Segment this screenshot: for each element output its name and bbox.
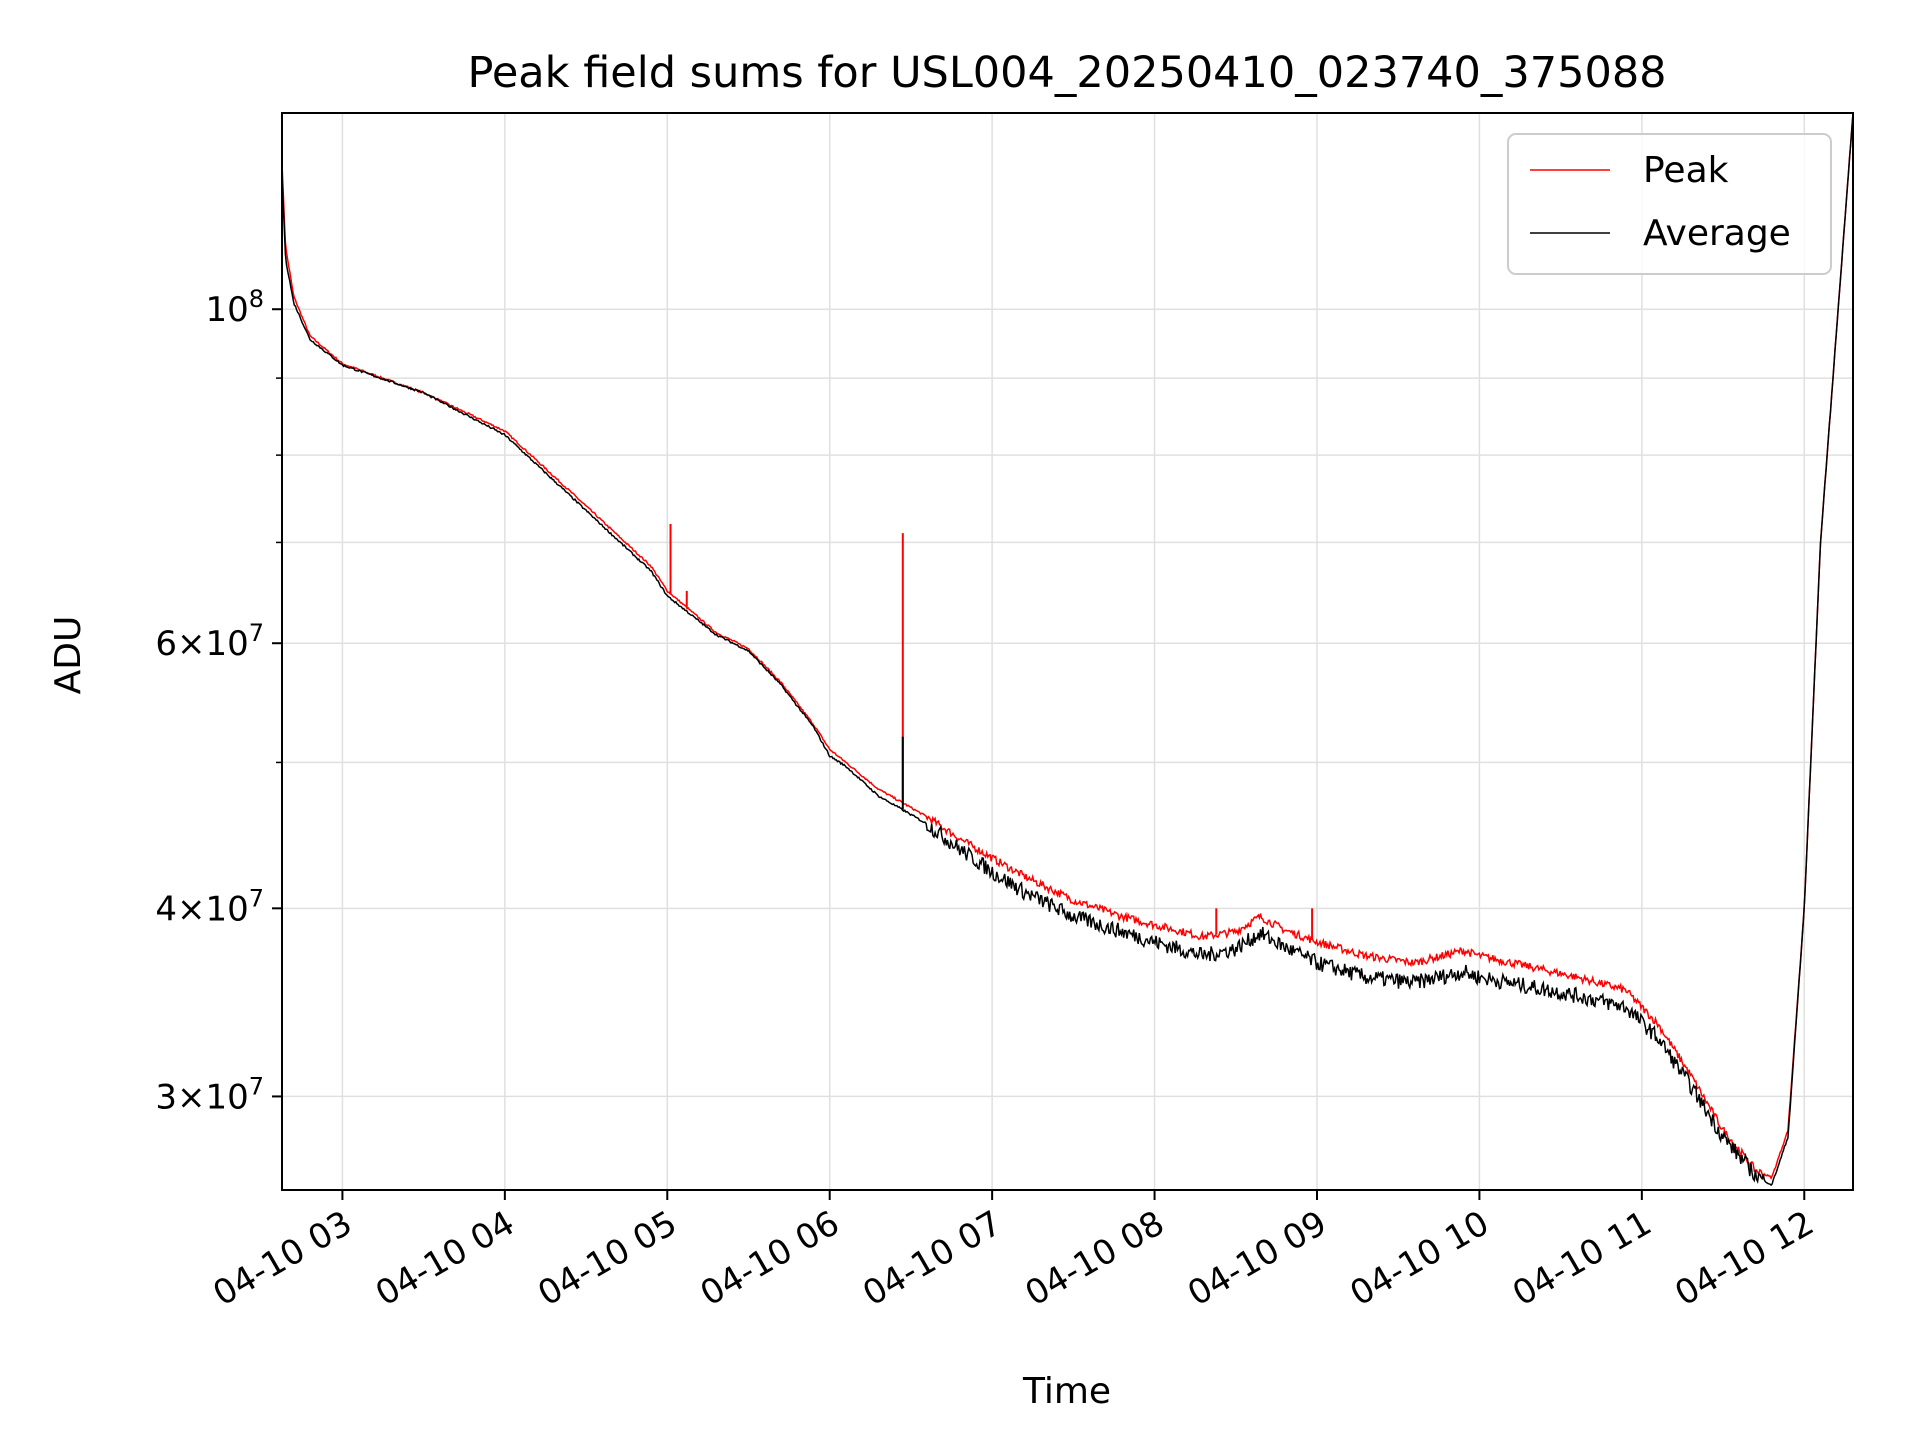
y-tick-label: 3×107 [155, 1072, 264, 1117]
plot-frame [281, 112, 1854, 1191]
axis-ticks [272, 308, 1806, 1200]
series-line-average [281, 113, 1854, 1187]
chart-title: Peak field sums for USL004_20250410_0237… [467, 48, 1666, 98]
y-tick-label: 4×107 [155, 884, 264, 929]
legend-label-peak: Peak [1643, 150, 1729, 191]
y-tick-label: 6×107 [155, 619, 264, 664]
series-line-peak [281, 112, 1854, 1180]
x-axis-title: Time [1022, 1371, 1111, 1412]
y-tick-labels: 108 6×107 4×107 3×107 [155, 285, 264, 1117]
plot-area [281, 112, 1854, 1187]
legend-box [1507, 133, 1832, 275]
y-tick-label: 108 [205, 285, 264, 330]
grid [282, 113, 1853, 1190]
y-axis-title: ADU [48, 616, 89, 695]
legend: Peak Average [1507, 133, 1832, 275]
legend-label-average: Average [1643, 213, 1791, 254]
